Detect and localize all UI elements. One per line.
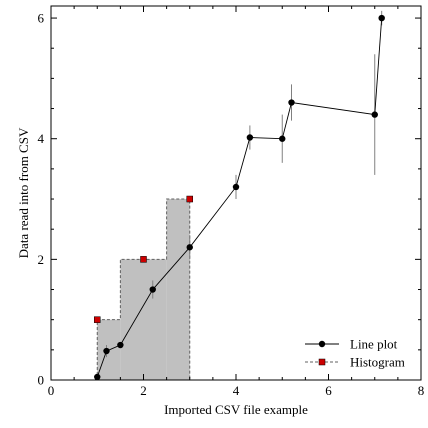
histogram-marker [186, 195, 193, 203]
x-tick-label: 6 [325, 383, 332, 398]
line-plot-point [232, 183, 240, 191]
legend-histogram-label: Histogram [350, 355, 405, 370]
line-plot-point [371, 111, 378, 118]
legend: Line plot Histogram [305, 337, 405, 370]
histogram-marker [140, 256, 147, 263]
legend-line-plot-label: Line plot [350, 337, 398, 352]
tick-label-layer: 0 2 4 6 8 0 2 4 6 [38, 11, 425, 398]
y-axis-label: Data read into from CSV [16, 127, 31, 258]
x-axis-label: Imported CSV file example [164, 402, 308, 417]
line-plot-point [288, 99, 295, 106]
line-plot-point [279, 135, 286, 142]
line-plot-point [103, 347, 110, 355]
tick-layer [50, 6, 422, 381]
x-tick-label: 4 [233, 383, 240, 398]
line-plot-point [186, 244, 193, 251]
legend-histogram-marker [318, 358, 326, 366]
y-tick-label: 0 [38, 373, 45, 388]
line-plot-point [246, 134, 254, 141]
x-tick-label: 8 [418, 383, 425, 398]
x-tick-label: 0 [48, 383, 55, 398]
histogram-layer [96, 198, 191, 380]
y-tick-label: 4 [38, 131, 45, 146]
x-tick-label: 2 [140, 383, 147, 398]
line-plot-point [378, 14, 385, 22]
y-tick-label: 6 [38, 11, 45, 26]
y-tick-label: 2 [38, 252, 45, 267]
histogram-marker [94, 316, 101, 323]
line-plot-point [149, 286, 156, 293]
line-plot-point [94, 373, 101, 381]
line-plot-point [117, 341, 124, 349]
marker-layer [94, 14, 385, 381]
histogram-bar [120, 259, 167, 380]
histogram-bar [166, 199, 190, 380]
legend-line-plot-marker [318, 340, 326, 348]
